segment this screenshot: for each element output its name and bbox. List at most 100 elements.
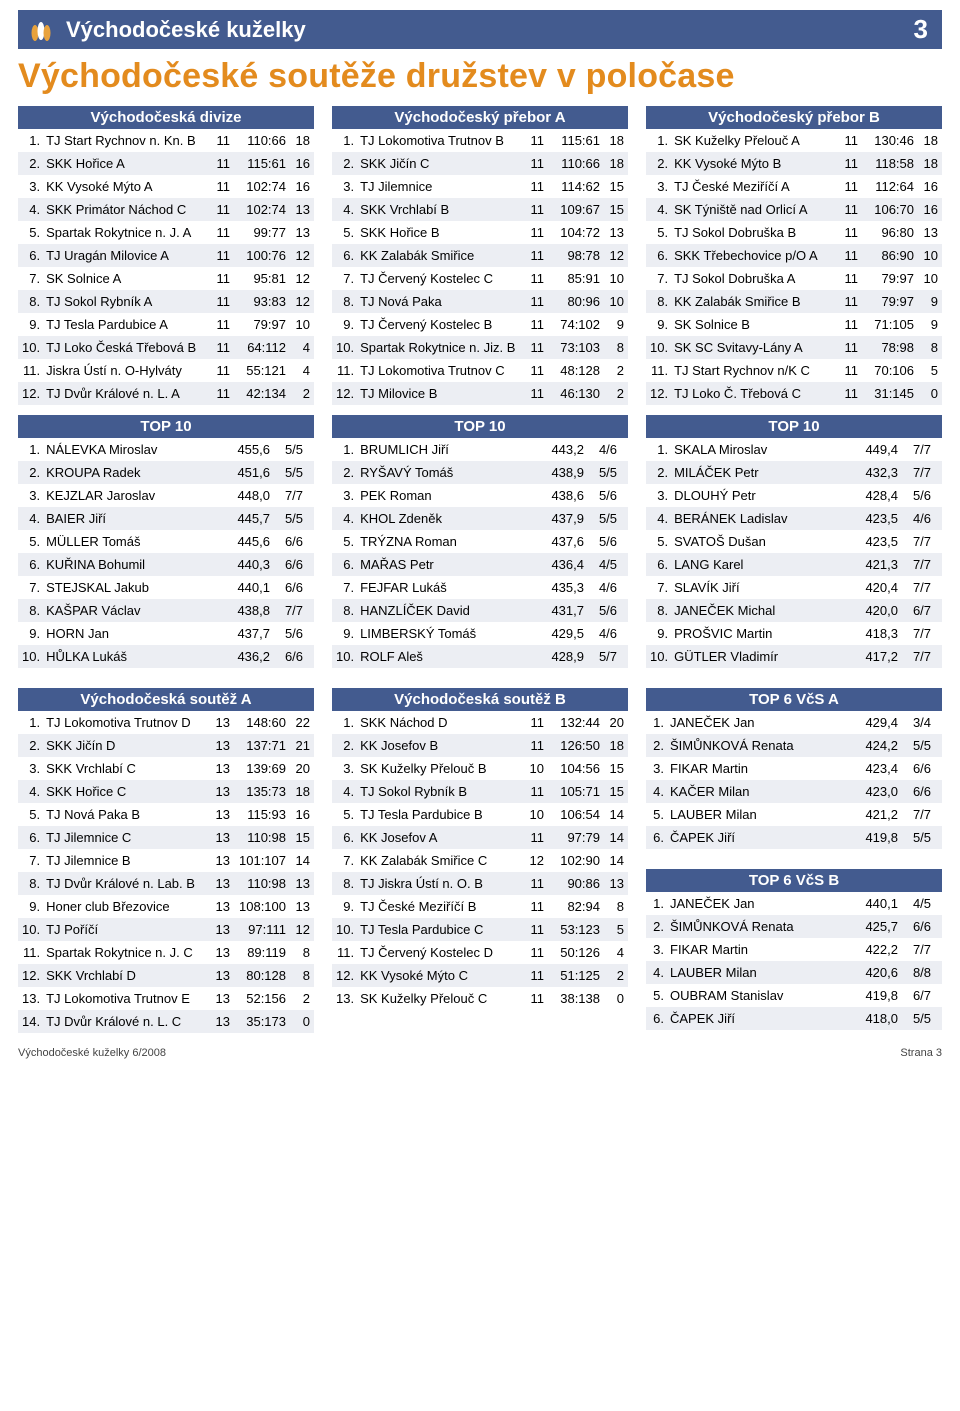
table-row: 11.TJ Lokomotiva Trutnov C1148:1282 xyxy=(332,359,628,382)
cell: 110:66 xyxy=(548,152,604,175)
table-row: 3.DLOUHÝ Petr428,45/6 xyxy=(646,484,942,507)
table-row: 3.SKK Vrchlabí C13139:6920 xyxy=(18,757,314,780)
cell: 73:103 xyxy=(548,336,604,359)
cell: 11 xyxy=(526,734,548,757)
cell: 445,6 xyxy=(226,530,274,553)
cell: 52:156 xyxy=(234,987,290,1010)
cell: 4. xyxy=(18,780,42,803)
cell: 38:138 xyxy=(548,987,604,1010)
table-row: 9.TJ Červený Kostelec B1174:1029 xyxy=(332,313,628,336)
cell: 9. xyxy=(646,622,670,645)
cell: 11 xyxy=(212,290,234,313)
cell: SKK Jičín D xyxy=(42,734,211,757)
cell: 4/6 xyxy=(902,507,942,530)
cell: KK Zalabák Smiřice xyxy=(356,244,526,267)
cell: SK Solnice B xyxy=(670,313,840,336)
cell: 10 xyxy=(918,244,942,267)
cell: 5/6 xyxy=(274,622,314,645)
cell: 9. xyxy=(18,313,42,336)
cell: DLOUHÝ Petr xyxy=(670,484,854,507)
cell: 53:123 xyxy=(548,918,604,941)
cell: SK Kuželky Přelouč A xyxy=(670,129,840,152)
cell: 5/6 xyxy=(588,530,628,553)
cell: 5. xyxy=(18,221,42,244)
cell: 2 xyxy=(604,359,628,382)
table-row: 2.SKK Hořice A11115:6116 xyxy=(18,152,314,175)
cell: 7. xyxy=(332,849,356,872)
table-row: 5.MÜLLER Tomáš445,66/6 xyxy=(18,530,314,553)
cell: 16 xyxy=(290,152,314,175)
table-row: 7.TJ Jilemnice B13101:10714 xyxy=(18,849,314,872)
cell: 2. xyxy=(18,734,42,757)
cell: 1. xyxy=(646,129,670,152)
cell: 11 xyxy=(212,221,234,244)
cell: 11. xyxy=(18,359,42,382)
cell: 420,0 xyxy=(854,599,902,622)
cell: 7. xyxy=(646,267,670,290)
cell: TJ Dvůr Králové n. L. C xyxy=(42,1010,211,1033)
standings-divize: 1.TJ Start Rychnov n. Kn. B11110:66182.S… xyxy=(18,129,314,405)
table-row: 2.ŠIMŮNKOVÁ Renata424,25/5 xyxy=(646,734,942,757)
table-row: 6.ČAPEK Jiří418,05/5 xyxy=(646,1007,942,1030)
cell: 11 xyxy=(526,198,548,221)
cell: 12. xyxy=(18,382,42,405)
cell: 6. xyxy=(332,553,356,576)
cell: ROLF Aleš xyxy=(356,645,540,668)
top10-header-preborB: TOP 10 xyxy=(646,415,942,438)
cell: 15 xyxy=(604,198,628,221)
cell: FEJFAR Lukáš xyxy=(356,576,540,599)
cell: 8. xyxy=(18,872,42,895)
table-row: 1.NÁLEVKA Miroslav455,65/5 xyxy=(18,438,314,461)
cell: 11 xyxy=(212,359,234,382)
table-row: 9.PROŠVIC Martin418,37/7 xyxy=(646,622,942,645)
cell: 11 xyxy=(212,382,234,405)
cell: 11 xyxy=(212,175,234,198)
cell: 3. xyxy=(646,938,666,961)
cell: 50:126 xyxy=(548,941,604,964)
table-row: 5.OUBRAM Stanislav419,86/7 xyxy=(646,984,942,1007)
cell: ŠIMŮNKOVÁ Renata xyxy=(666,915,854,938)
cell: TJ Nová Paka B xyxy=(42,803,211,826)
cell: 1. xyxy=(646,892,666,915)
cell: 80:128 xyxy=(234,964,290,987)
table-row: 4.SKK Vrchlabí B11109:6715 xyxy=(332,198,628,221)
table-row: 12.TJ Loko Č. Třebová C1131:1450 xyxy=(646,382,942,405)
cell: 21 xyxy=(290,734,314,757)
table-row: 1.TJ Lokomotiva Trutnov D13148:6022 xyxy=(18,711,314,734)
cell: 5. xyxy=(18,530,42,553)
cell: JANEČEK Michal xyxy=(670,599,854,622)
table-row: 3.SK Kuželky Přelouč B10104:5615 xyxy=(332,757,628,780)
cell: 11 xyxy=(212,336,234,359)
cell: 438,9 xyxy=(540,461,588,484)
cell: 12 xyxy=(526,849,548,872)
cell: 8 xyxy=(290,964,314,987)
cell: 9. xyxy=(646,313,670,336)
cell: 422,2 xyxy=(854,938,902,961)
cell: 11 xyxy=(526,244,548,267)
cell: Spartak Rokytnice n. J. C xyxy=(42,941,211,964)
cell: SK SC Svitavy-Lány A xyxy=(670,336,840,359)
cell: 12 xyxy=(604,244,628,267)
cell: 6. xyxy=(332,826,356,849)
cell: 11 xyxy=(212,152,234,175)
cell: 419,8 xyxy=(854,984,902,1007)
cell: 437,7 xyxy=(226,622,274,645)
table-row: 8.KK Zalabák Smiřice B1179:979 xyxy=(646,290,942,313)
cell: 11 xyxy=(212,313,234,336)
cell: KK Josefov B xyxy=(356,734,525,757)
cell: 11. xyxy=(332,359,356,382)
cell: 70:106 xyxy=(862,359,918,382)
cell: 95:81 xyxy=(234,267,290,290)
cell: 114:62 xyxy=(548,175,604,198)
table-row: 2.SKK Jičín D13137:7121 xyxy=(18,734,314,757)
cell: 9. xyxy=(18,895,42,918)
cell: 10. xyxy=(332,918,356,941)
cell: 0 xyxy=(290,1010,314,1033)
cell: MAŘAS Petr xyxy=(356,553,540,576)
cell: 10. xyxy=(332,336,356,359)
cell: 5. xyxy=(332,803,356,826)
cell: HANZLÍČEK David xyxy=(356,599,540,622)
cell: 130:46 xyxy=(862,129,918,152)
table-row: 2.KK Josefov B11126:5018 xyxy=(332,734,628,757)
cell: 4. xyxy=(332,507,356,530)
